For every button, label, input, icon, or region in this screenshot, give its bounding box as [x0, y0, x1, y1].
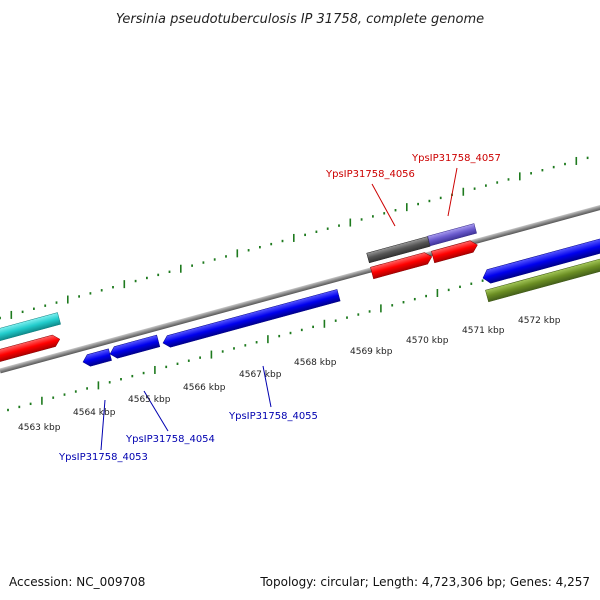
tick-label-4565: 4565 kbp: [128, 395, 171, 405]
leader-line-4056: [371, 183, 396, 227]
tick-label-4563: 4563 kbp: [18, 423, 61, 433]
leader-line-4055: [262, 365, 272, 408]
cds-blue-4054[interactable]: [108, 334, 161, 360]
accession-text: Accession: NC_009708: [9, 575, 145, 589]
cds-purple-4057[interactable]: [427, 223, 477, 247]
cds-cyan-left[interactable]: [0, 312, 61, 342]
cds-gray-4056[interactable]: [366, 236, 431, 264]
gene-label-4057[interactable]: YpsIP31758_4057: [411, 153, 501, 164]
leader-line-4054: [143, 390, 169, 432]
gene-label-4056[interactable]: YpsIP31758_4056: [325, 169, 415, 180]
cds-olive-right[interactable]: [485, 255, 600, 303]
cds-red-4057[interactable]: [431, 239, 479, 264]
cds-blue-right[interactable]: [481, 236, 600, 285]
tick-label-4566: 4566 kbp: [183, 383, 226, 393]
tick-label-4564: 4564 kbp: [73, 408, 116, 418]
cds-red-left[interactable]: [0, 333, 61, 363]
map-title: Yersinia pseudotuberculosis IP 31758, co…: [116, 12, 484, 27]
genome-summary-text: Topology: circular; Length: 4,723,306 bp…: [259, 575, 590, 589]
upper-tick-track: [0, 156, 589, 320]
gene-label-4055[interactable]: YpsIP31758_4055: [228, 411, 318, 422]
tick-label-4567: 4567 kbp: [239, 370, 282, 380]
tick-label-4568: 4568 kbp: [294, 358, 337, 368]
cds-blue-4055[interactable]: [161, 289, 341, 348]
tick-label-4571: 4571 kbp: [462, 326, 505, 336]
tick-label-4572: 4572 kbp: [518, 316, 561, 326]
tick-label-4570: 4570 kbp: [406, 336, 449, 346]
leader-line-4053: [100, 399, 106, 451]
cds-red-4056[interactable]: [370, 251, 433, 280]
cds-blue-4053[interactable]: [81, 348, 112, 368]
leader-line-4057: [447, 167, 458, 217]
tick-label-4569: 4569 kbp: [350, 347, 393, 357]
gene-label-4053[interactable]: YpsIP31758_4053: [58, 452, 148, 463]
gene-label-4054[interactable]: YpsIP31758_4054: [125, 434, 215, 445]
